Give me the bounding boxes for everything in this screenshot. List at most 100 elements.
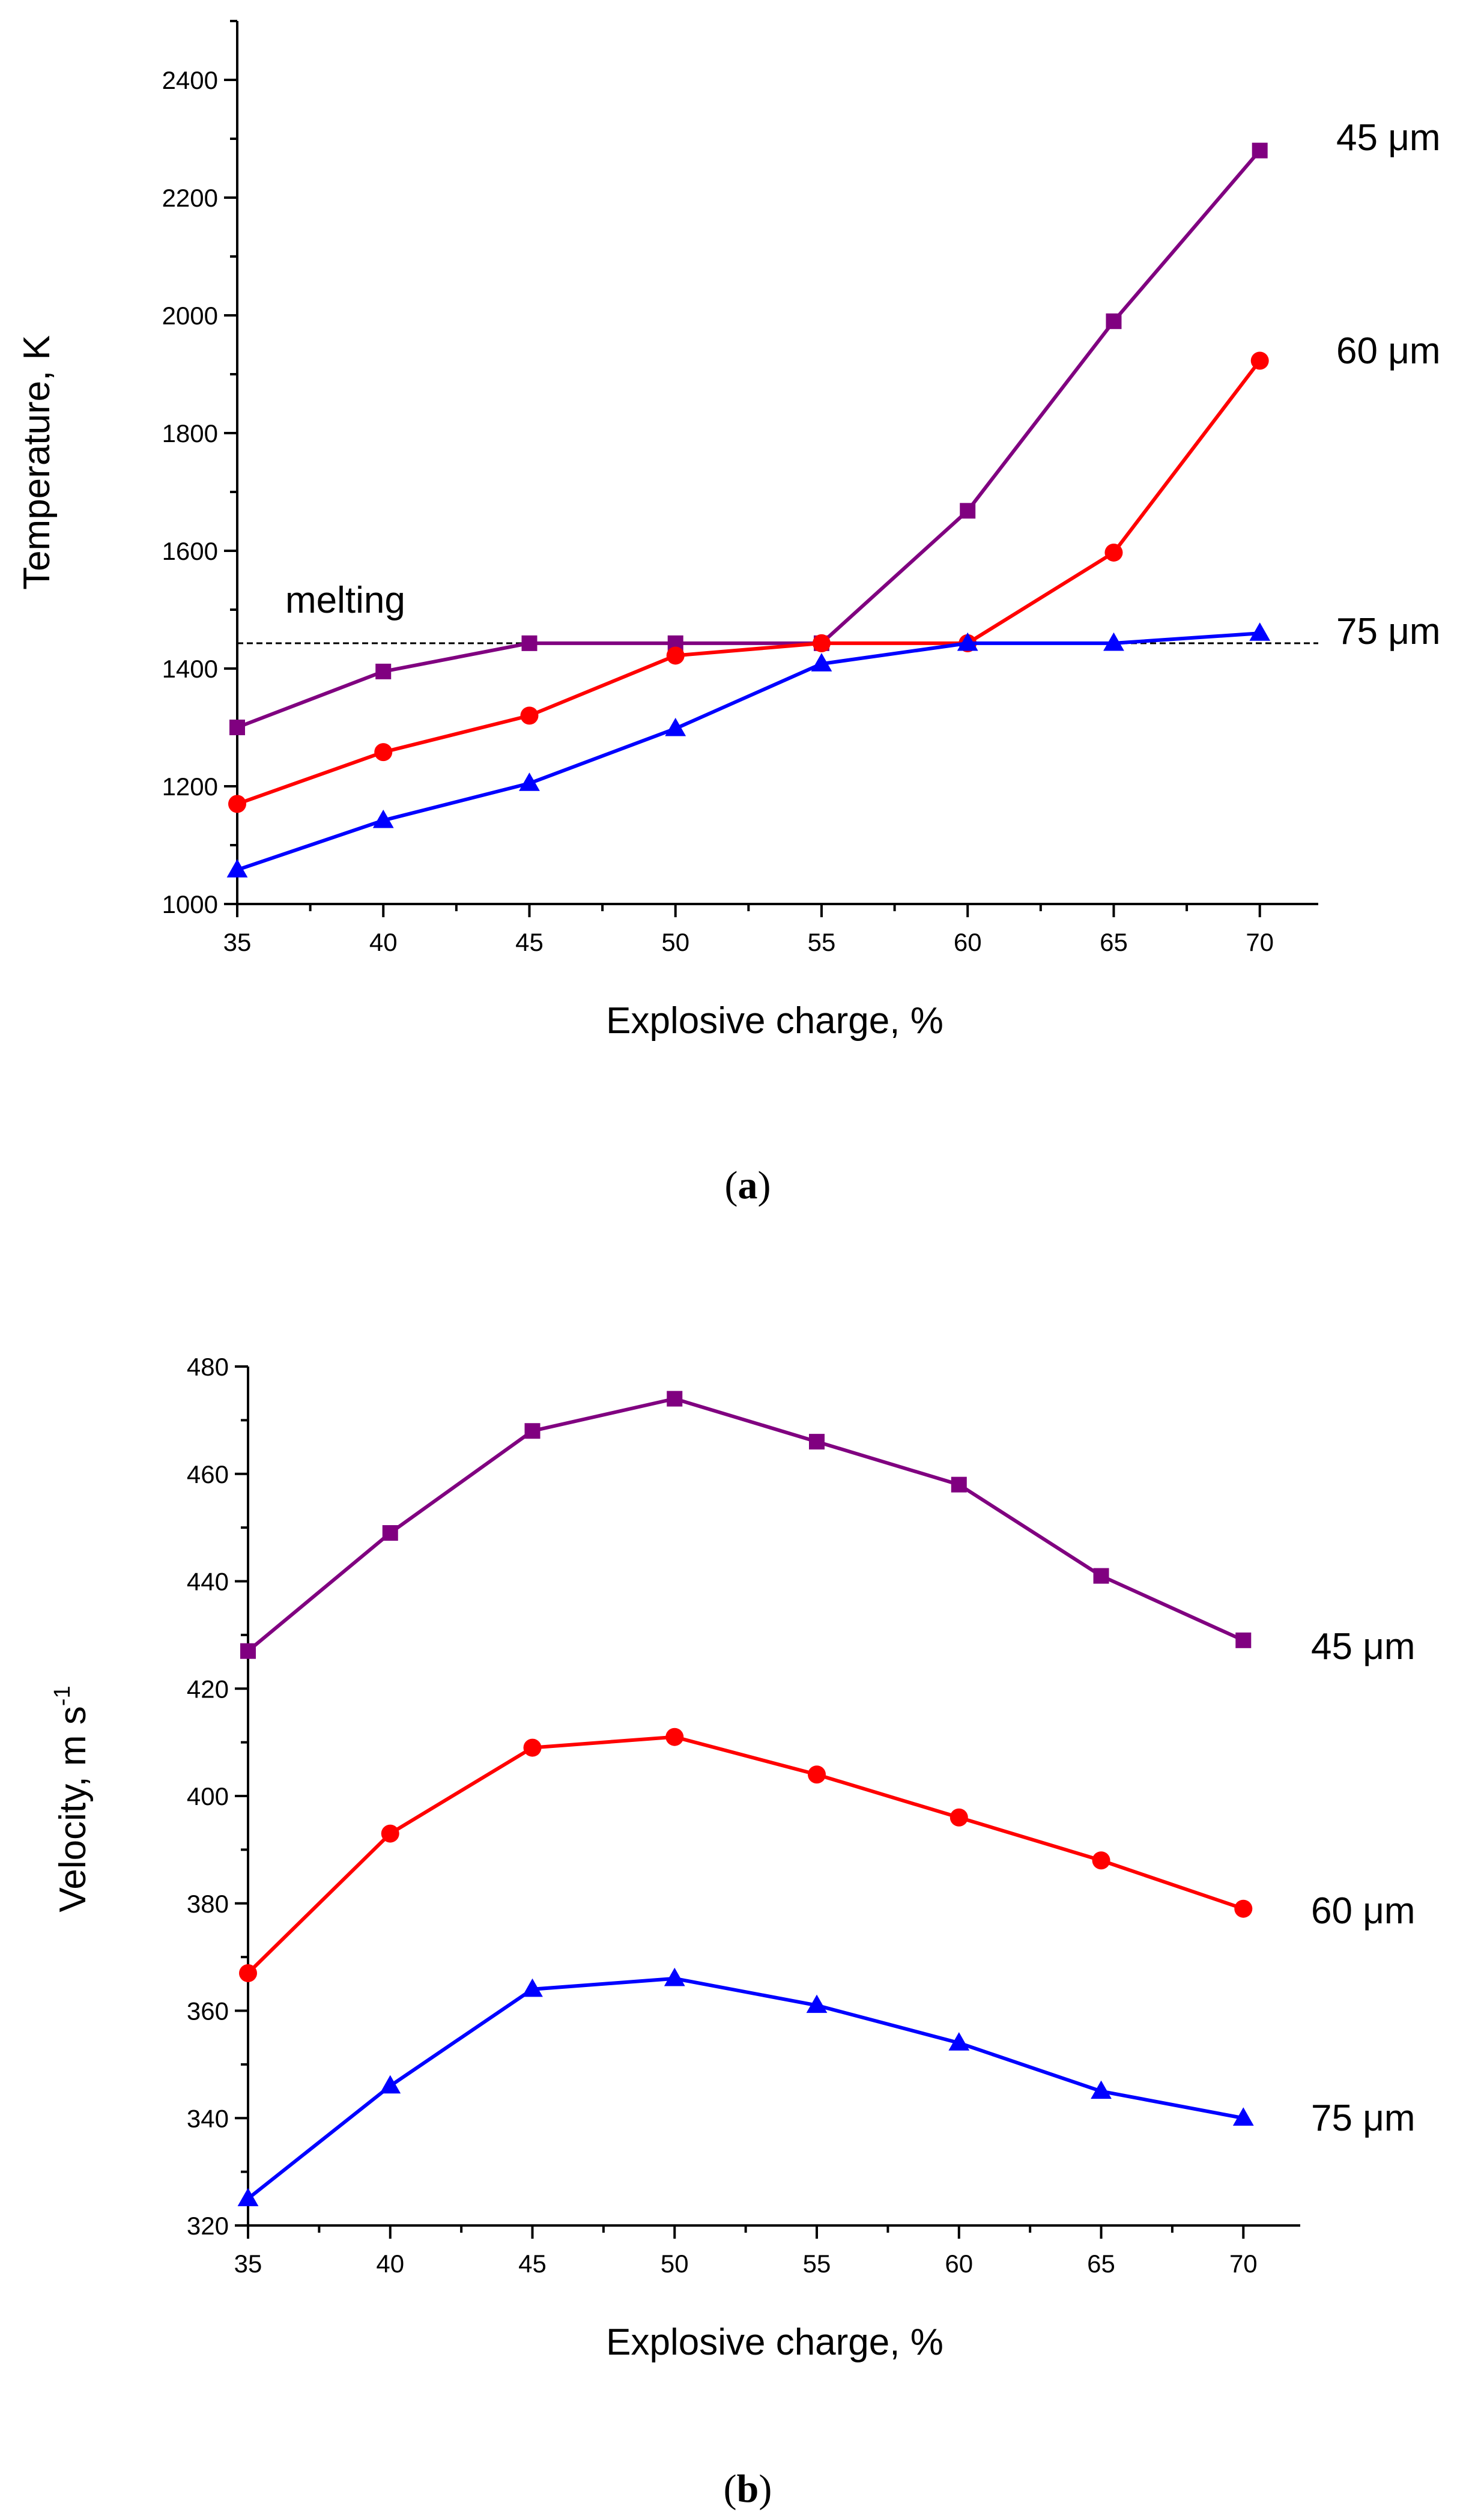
x-tick-label-40: 40	[369, 928, 398, 956]
y-tick-label-340: 340	[187, 2104, 229, 2132]
data-point-triangle-x45	[519, 772, 540, 791]
data-point-square-x70	[1252, 142, 1268, 159]
panel-b-y-axis-title-main: Velocity, m s	[52, 1706, 94, 1912]
data-point-circle-x35	[228, 795, 246, 813]
data-point-square-x60	[951, 1476, 967, 1493]
panel-a-y-ticks: 1000 1200 1400 1600 1800 2000 2200 2400	[162, 20, 237, 918]
panel-a-y-axis-title: Temperature, K	[16, 335, 58, 590]
data-point-circle-x55	[812, 634, 831, 652]
data-point-square-x70	[1235, 1632, 1252, 1648]
series-line-75um	[247, 1976, 1244, 2200]
panel-a-caption-letter: a	[738, 1163, 758, 1207]
data-point-circle-x50	[666, 646, 685, 665]
series-label-45um-b: 45 μm	[1311, 1626, 1416, 1667]
panel-a-x-ticks: 35 40 45 50 55 60 65 70	[223, 904, 1274, 956]
x-tick-label-65: 65	[1100, 928, 1128, 956]
data-point-triangle-x60	[957, 632, 978, 651]
data-point-circle-x45	[520, 706, 539, 725]
y-tick-label-360: 360	[187, 1997, 229, 2025]
y-tick-label-1200: 1200	[162, 772, 218, 801]
data-point-square-x35	[240, 1643, 256, 1659]
data-point-circle-x40	[374, 743, 393, 762]
melting-label: melting	[285, 580, 405, 621]
data-point-circle-x70	[1234, 1899, 1253, 1918]
data-point-square-x55	[809, 1434, 825, 1450]
panel-b-x-ticks: 35 40 45 50 55 60 65 70	[234, 2225, 1258, 2278]
panel-b-series	[237, 1391, 1254, 2206]
panel-b-y-axis-title-superscript: -1	[50, 1685, 75, 1706]
data-point-triangle-x65	[1091, 2080, 1112, 2099]
data-point-triangle-x40	[380, 2075, 401, 2094]
y-tick-label-420: 420	[187, 1675, 229, 1703]
data-point-triangle-x35	[237, 2188, 259, 2206]
data-point-triangle-x40	[372, 809, 394, 828]
data-point-square-x35	[229, 720, 245, 735]
series-label-75um-b: 75 μm	[1311, 2098, 1416, 2139]
y-tick-label-1600: 1600	[162, 537, 218, 565]
series-line-60um	[236, 359, 1262, 806]
x-tick-label-50: 50	[661, 928, 689, 956]
y-tick-label-440: 440	[187, 1568, 229, 1596]
data-point-circle-x65	[1104, 543, 1123, 562]
data-point-triangle-x65	[1103, 632, 1124, 651]
x-tick-label-70: 70	[1229, 2250, 1258, 2278]
data-point-circle-x35	[239, 1964, 257, 1982]
data-point-square-x65	[1093, 1568, 1109, 1584]
data-point-square-x65	[1106, 313, 1122, 329]
y-tick-label-480: 480	[187, 1353, 229, 1381]
x-tick-label-60: 60	[954, 928, 982, 956]
data-point-circle-x60	[949, 1808, 968, 1827]
data-point-triangle-x45	[522, 1978, 543, 1997]
data-point-circle-x45	[523, 1738, 542, 1757]
panel-b-velocity-chart: 320 340 360 380 400 420 440 460 480 35 40 45 50 55 60…	[50, 1353, 1416, 2511]
y-tick-label-1800: 1800	[162, 419, 218, 447]
series-label-75um-a: 75 μm	[1336, 611, 1441, 652]
y-tick-label-320: 320	[187, 2212, 229, 2240]
data-point-triangle-x50	[664, 1967, 685, 1986]
panel-b-caption: (b)	[724, 2467, 772, 2511]
panel-b-y-axis-title: Velocity, m s-1	[50, 1685, 94, 1912]
series-line-45um	[247, 1397, 1244, 1652]
series-line-60um	[246, 1735, 1244, 1975]
series-line-45um	[236, 149, 1261, 729]
y-tick-label-1400: 1400	[162, 655, 218, 683]
data-point-circle-x40	[381, 1824, 399, 1843]
data-point-triangle-x35	[226, 859, 248, 878]
x-tick-label-45: 45	[518, 2250, 547, 2278]
data-point-square-x40	[375, 663, 392, 679]
data-point-circle-x65	[1092, 1851, 1110, 1870]
data-point-square-x50	[667, 1391, 683, 1407]
data-point-circle-x55	[808, 1765, 826, 1784]
x-tick-label-35: 35	[234, 2250, 262, 2278]
series-label-45um-a: 45 μm	[1336, 117, 1441, 159]
x-tick-label-70: 70	[1246, 928, 1274, 956]
data-point-triangle-x55	[811, 653, 832, 672]
data-point-triangle-x70	[1249, 622, 1271, 641]
panel-a-series	[226, 142, 1271, 878]
x-tick-label-55: 55	[808, 928, 836, 956]
panel-a-temperature-chart: 1000 1200 1400 1600 1800 2000 2200 2400 35 40 45 5…	[16, 20, 1441, 1207]
panel-b-caption-letter: b	[737, 2467, 759, 2511]
data-point-square-x60	[960, 503, 976, 519]
panel-b-x-axis-title: Explosive charge, %	[606, 2322, 943, 2363]
panel-a-x-axis-title: Explosive charge, %	[606, 1000, 943, 1042]
y-tick-label-2200: 2200	[162, 184, 218, 212]
x-tick-label-50: 50	[661, 2250, 689, 2278]
data-point-square-x40	[382, 1525, 398, 1541]
series-label-60um-b: 60 μm	[1311, 1890, 1416, 1932]
x-tick-label-40: 40	[376, 2250, 404, 2278]
series-label-60um-a: 60 μm	[1336, 330, 1441, 372]
y-tick-label-2400: 2400	[162, 66, 218, 94]
data-point-circle-x50	[665, 1728, 684, 1746]
data-point-square-x45	[524, 1423, 541, 1439]
data-point-triangle-x55	[806, 1994, 828, 2013]
y-tick-label-2000: 2000	[162, 302, 218, 330]
data-point-circle-x70	[1250, 351, 1269, 370]
y-tick-label-1000: 1000	[162, 890, 218, 918]
x-tick-label-60: 60	[945, 2250, 973, 2278]
x-tick-label-35: 35	[223, 928, 252, 956]
y-tick-label-380: 380	[187, 1890, 229, 1918]
x-tick-label-65: 65	[1087, 2250, 1115, 2278]
panel-a-caption: (a)	[725, 1163, 771, 1207]
